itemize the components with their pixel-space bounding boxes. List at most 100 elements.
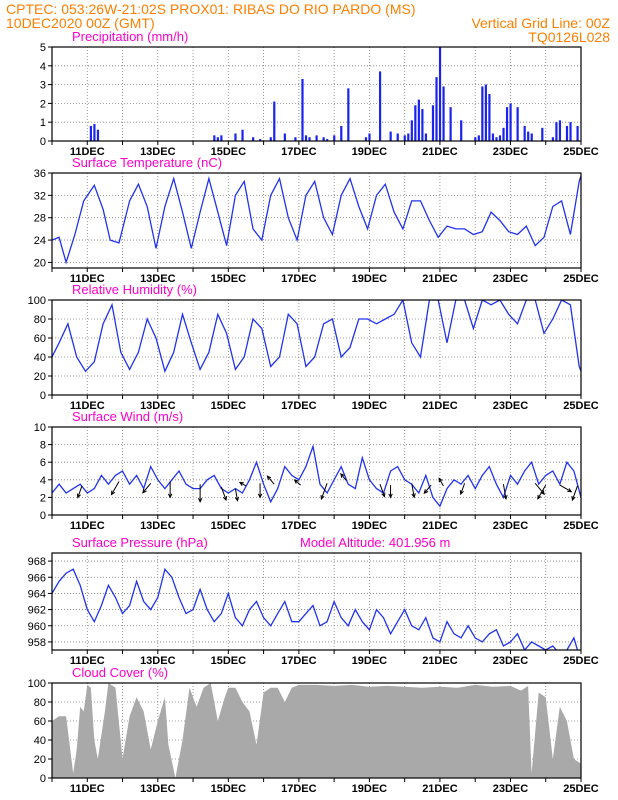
- precipitation-bar: [269, 137, 272, 141]
- precipitation-xtick-label: 13DEC: [140, 146, 176, 158]
- precipitation-bar: [474, 137, 477, 141]
- precipitation-bar: [449, 107, 452, 141]
- precipitation-bar: [93, 124, 96, 141]
- wind-xtick-label: 15DEC: [211, 520, 247, 532]
- precipitation-bar: [403, 135, 406, 141]
- precipitation-bar: [294, 137, 297, 141]
- wind-xtick-label: 19DEC: [352, 520, 388, 532]
- temperature-xtick-label: 23DEC: [493, 273, 529, 285]
- precipitation-xtick-label: 25DEC: [563, 146, 599, 158]
- wind-arrow: [559, 484, 572, 493]
- wind-arrow: [460, 483, 466, 495]
- pressure-title: Surface Pressure (hPa): [72, 535, 208, 550]
- temperature-xtick-label: 13DEC: [140, 273, 176, 285]
- temperature-line: [52, 175, 581, 265]
- wind-arrow: [423, 484, 432, 494]
- cloud-cover-xtick-label: 13DEC: [140, 783, 176, 795]
- wind-arrow-head: [293, 479, 299, 484]
- humidity-xtick-label: 19DEC: [352, 400, 388, 412]
- pressure-xtick-label: 25DEC: [563, 655, 599, 667]
- wind-arrow: [142, 482, 152, 494]
- precipitation-bar: [569, 122, 572, 141]
- wind-arrow-head: [320, 495, 325, 501]
- precipitation-bar: [435, 77, 438, 141]
- humidity-xtick-label: 15DEC: [211, 400, 247, 412]
- precipitation-bar: [273, 101, 276, 141]
- precipitation-bar: [481, 86, 484, 141]
- precipitation-bar: [551, 137, 554, 141]
- wind-panel: 0 2 4 6 8 10 11DEC 13DEC 15DEC 17DEC 19DEC 21DEC 23D…: [34, 409, 599, 532]
- wind-arrow-head: [340, 473, 345, 478]
- cloud-cover-ytick-label: 0: [40, 773, 46, 785]
- precipitation-ytick-label: 2: [40, 98, 46, 110]
- temperature-xtick-label: 19DEC: [352, 273, 388, 285]
- precipitation-bar: [555, 122, 558, 141]
- humidity-xtick-label: 25DEC: [563, 400, 599, 412]
- precipitation-ytick-label: 5: [40, 42, 46, 54]
- precipitation-bar: [502, 127, 505, 141]
- precipitation-ytick-label: 1: [40, 117, 46, 129]
- wind-arrow-head: [257, 493, 263, 499]
- pressure-ytick-label: 964: [28, 588, 46, 600]
- wind-arrow-head: [381, 492, 386, 498]
- temperature-ytick-label: 20: [34, 257, 46, 269]
- precipitation-bar: [252, 137, 255, 141]
- pressure-xtick-label: 19DEC: [352, 655, 388, 667]
- precipitation-bar: [407, 133, 410, 141]
- grid-line-note: Vertical Grid Line: 00Z: [471, 15, 610, 31]
- precipitation-panel: 0 1 2 3 4 5 11DEC 13DEC 15DEC 17DEC 19DEC 21DEC 23DE…: [40, 29, 599, 158]
- precipitation-xtick-label: 17DEC: [281, 146, 317, 158]
- precipitation-xtick-label: 21DEC: [422, 146, 458, 158]
- cloud-cover-ytick-label: 40: [34, 735, 46, 747]
- precipitation-bar: [378, 71, 382, 141]
- precipitation-bar: [477, 135, 480, 141]
- humidity-line: [52, 300, 581, 374]
- model-code: TQ0126L028: [528, 29, 610, 45]
- humidity-ytick-label: 80: [34, 314, 46, 326]
- cloud-cover-frame: [51, 682, 582, 779]
- pressure-ytick-label: 966: [28, 572, 46, 584]
- precipitation-bar: [96, 129, 100, 141]
- precipitation-bar: [396, 133, 399, 141]
- temperature-ytick-label: 36: [34, 168, 46, 180]
- precipitation-bar: [484, 84, 487, 141]
- wind-frame: [51, 426, 582, 516]
- wind-arrow-head: [459, 490, 464, 496]
- temperature-xtick-label: 25DEC: [563, 273, 599, 285]
- precipitation-bar: [509, 103, 512, 141]
- humidity-ytick-label: 20: [34, 371, 46, 383]
- wind-ytick-label: 4: [40, 475, 46, 487]
- pressure-ytick-label: 960: [28, 621, 46, 633]
- precipitation-ytick-label: 3: [40, 80, 46, 92]
- wind-title: Surface Wind (m/s): [72, 409, 183, 424]
- cloud-cover-xtick-label: 17DEC: [281, 783, 317, 795]
- cloud-cover-area: [52, 683, 581, 778]
- wind-arrow: [234, 488, 239, 501]
- wind-arrow: [320, 483, 328, 500]
- precipitation-bar: [523, 125, 526, 141]
- humidity-panel: 0 20 40 60 80 100 11DEC 13DEC 15DEC 17DEC 19DEC 21D…: [28, 282, 599, 412]
- pressure-ytick-label: 958: [28, 637, 46, 649]
- wind-xtick-label: 21DEC: [422, 520, 458, 532]
- precipitation-bar: [460, 120, 463, 141]
- wind-arrow: [571, 485, 578, 501]
- pressure-xtick-label: 23DEC: [493, 655, 529, 667]
- precipitation-bar: [322, 137, 325, 141]
- precipitation-bar: [213, 135, 216, 141]
- wind-arrow: [340, 473, 347, 482]
- precipitation-bar: [347, 88, 350, 141]
- precipitation-bar: [414, 105, 417, 141]
- precipitation-xtick-label: 23DEC: [493, 146, 529, 158]
- precipitation-bar: [220, 135, 223, 141]
- wind-arrow: [294, 479, 301, 486]
- cloud-cover-xtick-label: 15DEC: [211, 783, 247, 795]
- pressure-xtick-label: 17DEC: [281, 655, 317, 667]
- precipitation-title: Precipitation (mm/h): [72, 29, 188, 44]
- pressure-ytick-label: 962: [28, 605, 46, 617]
- precipitation-bar: [541, 127, 544, 141]
- wind-arrow-head: [142, 488, 147, 494]
- humidity-ytick-label: 0: [40, 390, 46, 402]
- precipitation-bar: [505, 107, 509, 141]
- run-date: 10DEC2020 00Z (GMT): [6, 15, 155, 31]
- wind-arrow-head: [503, 494, 508, 501]
